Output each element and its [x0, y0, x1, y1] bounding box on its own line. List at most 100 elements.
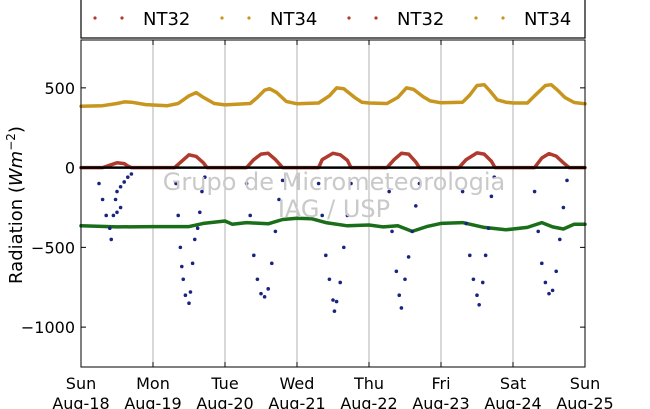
data-point — [198, 210, 202, 215]
x-tick-date-label: Aug-24 — [484, 394, 541, 409]
legend-marker — [347, 16, 351, 20]
data-point — [104, 213, 108, 218]
data-point — [334, 299, 339, 304]
data-point — [255, 277, 260, 282]
data-point — [324, 253, 328, 258]
legend-label: NT32 — [397, 9, 444, 30]
data-point — [190, 261, 195, 266]
watermark-line: Grupo de Micrometeorologia — [163, 168, 505, 196]
data-point — [345, 213, 350, 218]
data-point — [97, 181, 101, 186]
data-point — [109, 237, 114, 242]
data-point — [129, 172, 134, 176]
data-point — [327, 277, 332, 282]
data-point — [200, 189, 204, 194]
x-tick-date-label: Aug-21 — [268, 394, 325, 409]
data-point — [471, 277, 476, 282]
data-point — [181, 277, 186, 282]
data-point — [414, 204, 418, 208]
data-point — [483, 253, 488, 258]
x-tick-day-label: Sat — [500, 374, 526, 393]
data-point — [188, 290, 193, 294]
y-tick-label: −500 — [31, 238, 75, 257]
data-point — [480, 280, 485, 285]
x-tick-date-label: Aug-19 — [124, 394, 181, 409]
data-point — [262, 295, 267, 299]
legend: NT32 NT34 NT32 NT34 — [80, 0, 586, 39]
legend-label: NT34 — [270, 9, 317, 30]
data-point — [492, 175, 497, 179]
data-point — [266, 287, 271, 291]
data-point — [532, 189, 537, 194]
data-point — [468, 253, 472, 258]
data-point — [536, 229, 540, 234]
data-point — [252, 253, 256, 258]
data-point — [390, 229, 394, 234]
data-point — [244, 181, 249, 186]
data-point — [550, 288, 555, 293]
data-point — [259, 291, 263, 296]
legend-marker — [474, 16, 478, 20]
data-point — [403, 277, 407, 282]
data-point — [248, 213, 252, 218]
x-tick-day-label: Sun — [570, 374, 600, 393]
x-tick-day-label: Sun — [66, 374, 96, 393]
legend-marker — [247, 16, 251, 20]
legend-marker — [120, 16, 124, 20]
data-point — [554, 269, 558, 274]
data-point — [406, 255, 411, 259]
data-point — [118, 184, 123, 189]
x-tick-date-label: Aug-18 — [52, 394, 109, 409]
data-point — [417, 181, 422, 186]
data-point — [277, 197, 281, 202]
data-point — [547, 291, 551, 296]
legend-marker — [93, 16, 97, 20]
data-point — [565, 178, 569, 183]
data-point — [100, 197, 105, 202]
data-point — [331, 298, 335, 302]
legend-label: NT34 — [524, 9, 571, 30]
data-point — [126, 175, 130, 179]
data-point — [397, 293, 402, 298]
x-tick-date-label: Aug-20 — [196, 394, 253, 409]
data-point — [192, 237, 197, 242]
x-tick-date-label: Aug-23 — [412, 394, 469, 409]
data-point — [178, 245, 183, 250]
data-point — [342, 245, 346, 250]
data-point — [273, 229, 278, 234]
data-point — [203, 175, 207, 179]
plot-frame — [80, 39, 586, 368]
series-line-2 — [79, 216, 587, 234]
data-point — [477, 302, 481, 307]
watermark-line: IAG / USP — [278, 195, 390, 223]
data-point — [349, 181, 353, 186]
data-point — [460, 189, 465, 194]
plot-area — [79, 82, 587, 313]
legend-label: NT32 — [143, 9, 190, 30]
data-point — [558, 237, 562, 242]
data-point — [113, 197, 118, 202]
y-axis-label: Radiation (Wm−2) — [4, 126, 27, 284]
data-point — [489, 194, 494, 199]
legend-box — [80, 0, 586, 39]
data-point — [332, 309, 337, 313]
data-point — [399, 306, 404, 310]
data-point — [475, 293, 479, 298]
legend-marker — [220, 16, 224, 20]
data-point — [111, 213, 116, 218]
data-point — [115, 189, 119, 194]
data-point — [187, 301, 191, 305]
y-tick-label: 0 — [65, 159, 75, 178]
data-point — [115, 210, 119, 215]
data-point — [183, 293, 188, 298]
data-point — [270, 261, 274, 266]
y-tick-label: −1000 — [21, 318, 75, 337]
legend-marker — [374, 16, 378, 20]
data-point — [486, 226, 491, 231]
data-point — [464, 221, 469, 226]
data-point — [410, 229, 415, 234]
x-tick-day-label: Fri — [431, 374, 450, 393]
